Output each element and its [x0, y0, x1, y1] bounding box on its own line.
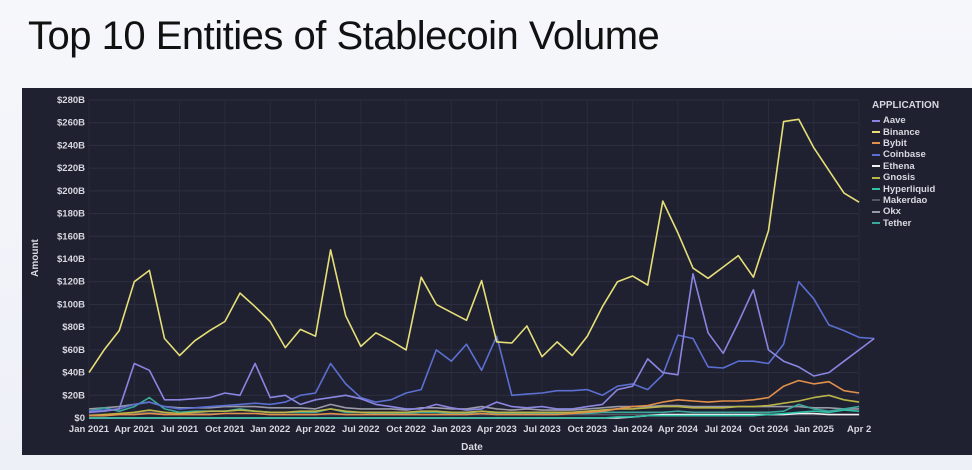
- x-tick-label: Jan 2024: [613, 424, 654, 435]
- legend-swatch: [872, 142, 880, 145]
- x-tick-label: Apr 2: [847, 424, 871, 435]
- y-tick-label: $120B: [57, 277, 85, 288]
- legend-swatch: [872, 210, 880, 213]
- legend-item-bybit[interactable]: Bybit: [872, 138, 939, 149]
- y-tick-label: $160B: [57, 231, 85, 242]
- y-tick-label: $80B: [62, 322, 85, 333]
- page-title: Top 10 Entities of Stablecoin Volume: [28, 14, 660, 58]
- y-tick-label: $140B: [57, 254, 85, 265]
- x-tick-label: Jan 2022: [250, 424, 290, 435]
- y-tick-label: $260B: [57, 118, 85, 129]
- x-tick-label: Jan 2023: [431, 424, 471, 435]
- x-tick-label: Jul 2021: [161, 424, 199, 435]
- y-tick-label: $240B: [57, 140, 85, 151]
- legend-swatch: [872, 153, 880, 156]
- y-tick-label: $220B: [57, 163, 85, 174]
- x-tick-label: Jul 2023: [523, 424, 561, 435]
- legend-item-tether[interactable]: Tether: [872, 218, 939, 229]
- y-tick-label: $0: [74, 413, 85, 424]
- legend-label: Ethena: [883, 160, 915, 172]
- y-tick-label: $100B: [57, 299, 85, 310]
- legend-swatch: [872, 165, 880, 168]
- legend-swatch: [872, 119, 880, 122]
- legend-item-makerdao[interactable]: Makerdao: [872, 195, 939, 206]
- chart-panel: $0 $20B $40B $60B $80B $100B $120B $140B $160B $1…: [22, 88, 972, 455]
- legend-swatch: [872, 176, 880, 179]
- legend-label: Gnosis: [883, 172, 916, 184]
- x-tick-label: Apr 2023: [477, 424, 517, 435]
- legend-label: Okx: [883, 206, 901, 218]
- y-tick-label: $280B: [57, 95, 85, 106]
- series-line-coinbase: [88, 280, 875, 412]
- legend-item-aave[interactable]: Aave: [872, 115, 939, 126]
- legend-item-okx[interactable]: Okx: [872, 206, 939, 217]
- legend-label: Bybit: [883, 137, 907, 149]
- legend-label: Aave: [883, 115, 906, 127]
- y-tick-label: $60B: [62, 345, 85, 356]
- legend-item-coinbase[interactable]: Coinbase: [872, 149, 939, 160]
- legend-item-gnosis[interactable]: Gnosis: [872, 172, 939, 183]
- series-line-gnosis: [88, 394, 860, 417]
- legend-label: Makerdao: [883, 194, 928, 206]
- x-tick-label: Jul 2022: [342, 424, 380, 435]
- legend-item-binance[interactable]: Binance: [872, 126, 939, 138]
- legend-item-hyperliquid[interactable]: Hyperliquid: [872, 183, 939, 195]
- y-tick-label: $200B: [57, 186, 85, 197]
- y-tick-label: $20B: [62, 390, 85, 401]
- x-tick-label: Oct 2022: [386, 424, 426, 435]
- series-line-hyperliquid: [89, 409, 860, 419]
- x-tick-label: Jan 2025: [794, 424, 835, 435]
- x-tick-label: Apr 2021: [114, 424, 155, 435]
- series-line-aave: [88, 273, 875, 414]
- legend-item-ethena[interactable]: Ethena: [872, 161, 939, 172]
- legend: APPLICATION Aave Binance Bybit Coinbase Ethe…: [872, 100, 939, 229]
- legend-label: Binance: [883, 126, 920, 138]
- x-axis-label: Date: [461, 442, 483, 453]
- y-tick-label: $180B: [57, 209, 85, 220]
- legend-label: Hyperliquid: [883, 183, 936, 195]
- x-tick-label: Apr 2024: [658, 424, 699, 435]
- y-tick-label: $40B: [62, 368, 85, 379]
- x-tick-label: Jul 2024: [704, 424, 742, 435]
- series-line-binance: [88, 118, 860, 374]
- legend-title: APPLICATION: [872, 100, 940, 111]
- x-tick-label: Oct 2021: [205, 424, 245, 435]
- y-axis-label: Amount: [30, 238, 41, 276]
- x-tick-label: Oct 2023: [567, 424, 607, 435]
- series-line-bybit: [89, 379, 860, 417]
- legend-swatch: [872, 131, 880, 134]
- x-tick-label: Apr 2022: [295, 424, 335, 435]
- legend-label: Tether: [883, 217, 912, 229]
- x-tick-label: Oct 2024: [749, 424, 789, 435]
- line-chart: $0 $20B $40B $60B $80B $100B $120B $140B $160B $1…: [30, 95, 875, 453]
- legend-swatch: [872, 188, 880, 191]
- x-tick-label: Jan 2021: [69, 424, 110, 435]
- legend-swatch: [872, 199, 880, 202]
- legend-swatch: [872, 222, 880, 225]
- legend-label: Coinbase: [883, 149, 926, 161]
